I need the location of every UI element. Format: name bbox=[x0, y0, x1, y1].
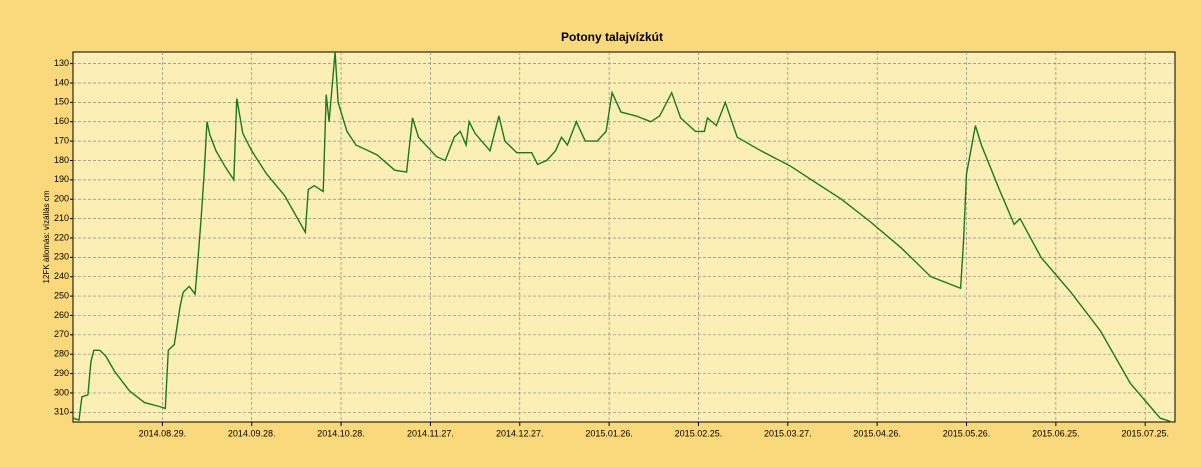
x-tick-label: 2014.08.29. bbox=[139, 428, 187, 438]
y-tick-label: 220 bbox=[54, 232, 69, 242]
x-tick-label: 2014.11.27. bbox=[407, 428, 454, 438]
x-tick-label: 2014.12.27. bbox=[496, 428, 544, 438]
x-tick-label: 2015.06.25. bbox=[1032, 428, 1080, 438]
y-tick-label: 150 bbox=[54, 97, 69, 107]
x-tick-label: 2015.07.25. bbox=[1121, 428, 1169, 438]
y-tick-label: 310 bbox=[54, 407, 69, 417]
x-tick-label: 2014.10.28. bbox=[317, 428, 365, 438]
y-tick-label: 240 bbox=[54, 271, 69, 281]
y-axis-label: 12FK állomás: vízállás cm bbox=[42, 190, 51, 283]
x-tick-label: 2015.02.25. bbox=[675, 428, 723, 438]
y-tick-label: 170 bbox=[54, 135, 69, 145]
chart-title: Potony talajvízkút bbox=[561, 30, 663, 44]
x-tick-label: 2014.09.28. bbox=[228, 428, 276, 438]
y-tick-label: 180 bbox=[54, 155, 69, 165]
plot-area bbox=[72, 51, 1176, 423]
y-tick-label: 270 bbox=[54, 329, 69, 339]
y-tick-label: 300 bbox=[54, 387, 69, 397]
y-tick-label: 260 bbox=[54, 310, 69, 320]
y-tick-label: 230 bbox=[54, 252, 69, 262]
y-tick-label: 290 bbox=[54, 368, 69, 378]
y-tick-label: 250 bbox=[54, 290, 69, 300]
y-tick-label: 200 bbox=[54, 194, 69, 204]
x-tick-label: 2015.04.26. bbox=[853, 428, 901, 438]
y-tick-label: 280 bbox=[54, 349, 69, 359]
x-tick-label: 2015.01.26. bbox=[585, 428, 633, 438]
y-tick-label: 160 bbox=[54, 116, 69, 126]
y-tick-label: 130 bbox=[54, 58, 69, 68]
y-tick-label: 210 bbox=[54, 213, 69, 223]
data-line bbox=[72, 51, 1173, 423]
x-tick-label: 2015.03.27. bbox=[764, 428, 812, 438]
y-tick-label: 140 bbox=[54, 77, 69, 87]
y-tick-label: 190 bbox=[54, 174, 69, 184]
x-tick-label: 2015.05.26. bbox=[943, 428, 991, 438]
